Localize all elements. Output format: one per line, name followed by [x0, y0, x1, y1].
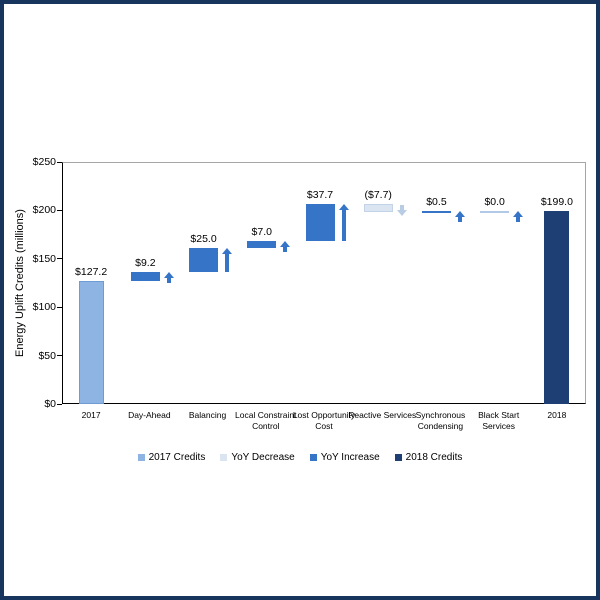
down-arrow-icon: [396, 205, 407, 217]
legend-swatch: [137, 454, 145, 461]
x-axis-label: Reactive Services: [348, 410, 417, 420]
arrow-stem: [225, 252, 230, 272]
value-label: $0.5: [426, 196, 447, 209]
x-axis-label: Black Start Services: [478, 410, 520, 432]
legend-item: 2017 Credits: [137, 452, 206, 463]
arrow-head: [280, 240, 291, 247]
y-tick-label: $0: [44, 398, 56, 410]
value-label: $199.0: [540, 196, 573, 209]
legend: 2017 Credits YoY Decrease YoY Increase 2018…: [0, 452, 600, 463]
x-axis-label: Lost Opportunity Cost: [292, 410, 356, 432]
up-arrow-icon: [513, 211, 524, 223]
arrow-head: [163, 271, 174, 278]
legend-item: YoY Increase: [309, 452, 380, 463]
arrow-head: [396, 210, 407, 217]
legend-swatch: [220, 454, 228, 461]
arrow-stem: [283, 245, 288, 252]
y-tick-label: $100: [32, 301, 56, 314]
x-axis-label: Balancing: [188, 410, 227, 420]
plot-area: [62, 162, 586, 404]
arrow-head: [222, 247, 233, 254]
bar-synchronous-condensing: [421, 211, 451, 214]
x-axis-label: 2017: [81, 410, 101, 420]
legend-label: 2017 Credits: [148, 452, 206, 463]
legend-swatch: [394, 454, 402, 461]
x-axis-label: 2018: [547, 410, 567, 420]
legend-label: 2018 Credits: [405, 452, 463, 463]
y-tick-mark: [57, 306, 62, 308]
bar-day-ahead: [130, 271, 160, 281]
arrow-head: [454, 211, 465, 218]
y-tick-mark: [57, 161, 62, 163]
bar-2018: [544, 211, 570, 404]
y-axis-title: Energy Uplift Credits (millions): [14, 209, 26, 357]
legend-item: YoY Decrease: [220, 452, 295, 463]
y-tick-mark: [57, 258, 62, 260]
arrow-stem: [399, 205, 404, 212]
arrow-stem: [457, 216, 462, 223]
bar-lost-opportunity-cost: [305, 204, 335, 241]
x-axis-label: Day-Ahead: [128, 410, 171, 420]
arrow-stem: [341, 209, 346, 241]
arrow-head: [513, 211, 524, 218]
bar-2017: [78, 280, 104, 404]
bar-local-constraint-control: [247, 240, 277, 248]
arrow-stem: [166, 276, 171, 283]
up-arrow-icon: [338, 204, 349, 241]
x-axis-label: Synchronous Condensing: [415, 410, 466, 432]
value-label: $127.2: [75, 265, 108, 278]
x-axis-label: Local Constraint Control: [235, 410, 297, 432]
up-arrow-icon: [454, 211, 465, 223]
value-label: $25.0: [190, 232, 217, 245]
bar-reactive-services: [363, 204, 393, 212]
up-arrow-icon: [163, 271, 174, 283]
bar-balancing: [189, 247, 219, 272]
y-tick-label: $250: [32, 156, 56, 168]
y-tick-label: $200: [32, 204, 56, 217]
value-label: $7.0: [251, 225, 272, 238]
legend-item: 2018 Credits: [394, 452, 463, 463]
value-label: $37.7: [306, 189, 334, 202]
value-label: ($7.7): [364, 189, 392, 202]
legend-swatch: [309, 454, 317, 461]
y-tick-label: $50: [38, 349, 56, 362]
bar-black-start-services: [480, 211, 510, 214]
value-label: $9.2: [135, 256, 156, 269]
value-label: $0.0: [484, 196, 505, 209]
arrow-stem: [516, 216, 521, 223]
arrow-head: [338, 204, 349, 211]
y-tick-label: $150: [32, 252, 56, 265]
y-tick-mark: [57, 209, 62, 211]
legend-label: YoY Increase: [320, 452, 380, 463]
up-arrow-icon: [222, 247, 233, 272]
y-tick-mark: [57, 403, 62, 405]
y-tick-mark: [57, 355, 62, 357]
legend-label: YoY Decrease: [231, 452, 295, 463]
up-arrow-icon: [280, 240, 291, 252]
